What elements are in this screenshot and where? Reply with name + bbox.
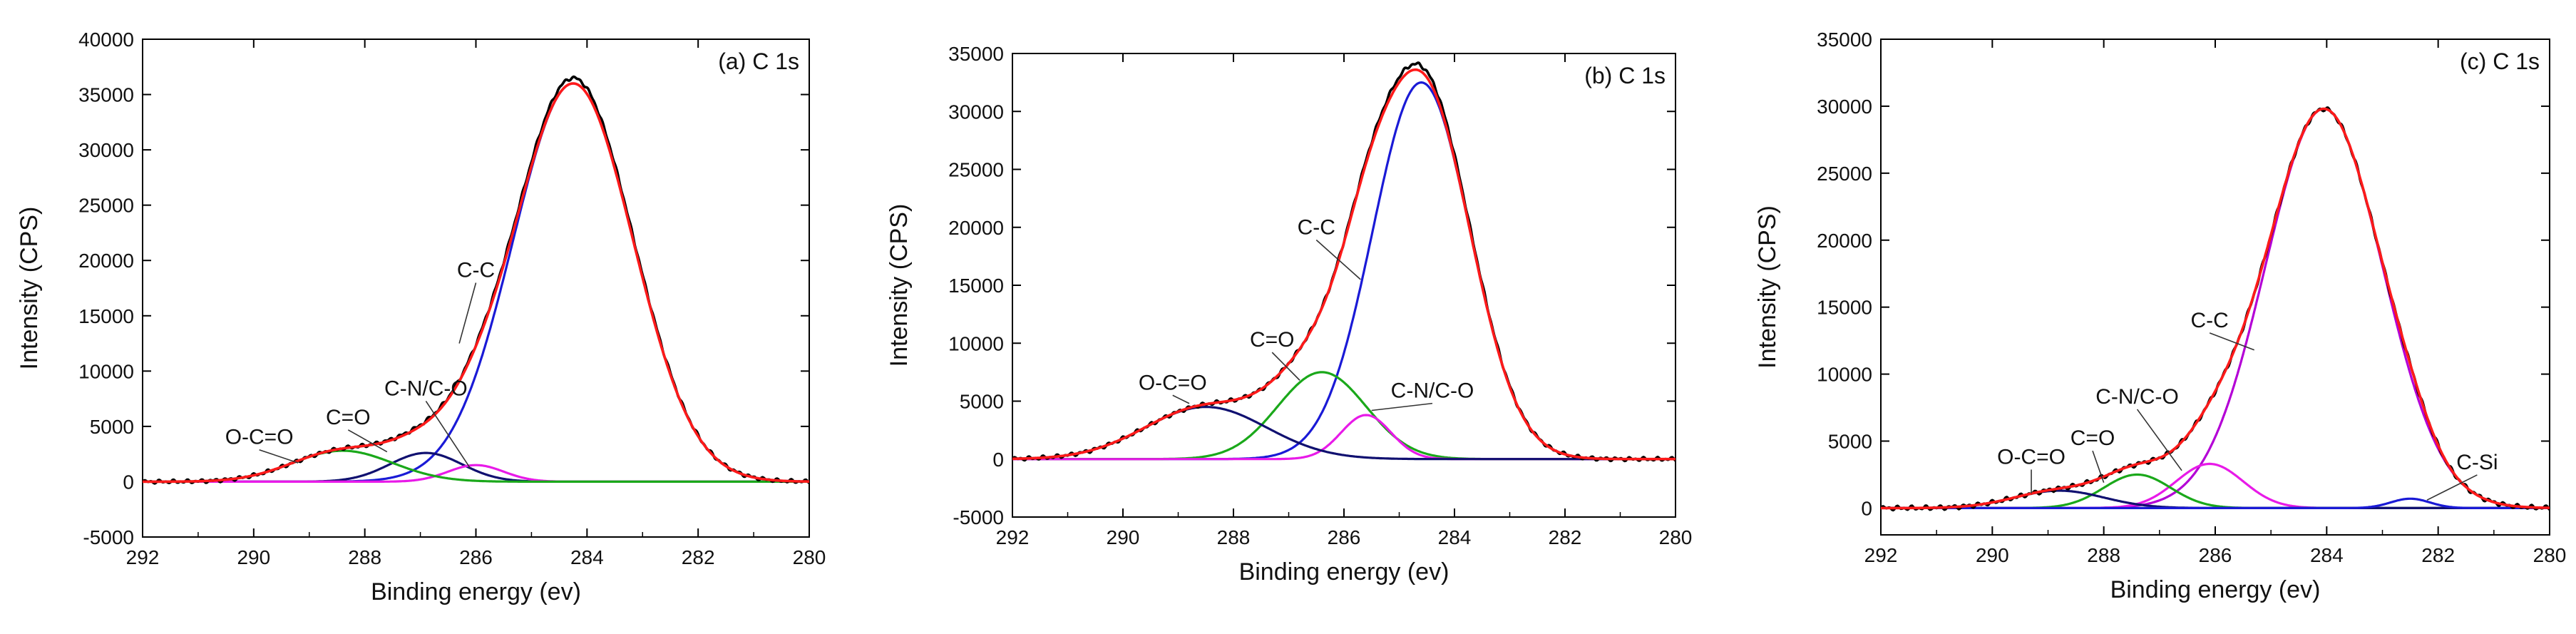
y-tick-label: 25000 [78, 195, 134, 217]
annotation-leader [2092, 450, 2105, 484]
chart-panel-2: 292 290 288 286 284 282 280 0 5000 10000 15000 2000… [1754, 29, 2566, 603]
peak-label: C=O [326, 406, 371, 429]
y-axis-title: Intensity (CPS) [886, 204, 913, 367]
peak-label: C-C [457, 258, 495, 282]
x-tick-label: 292 [126, 546, 160, 568]
peak-label: O-C=O [1139, 371, 1207, 394]
y-tick-label: 30000 [948, 101, 1004, 123]
y-tick-label: 0 [123, 471, 134, 493]
curves-group [1012, 61, 1676, 463]
x-axis-title: Binding energy (ev) [2110, 576, 2321, 603]
x-tick-label: 288 [2087, 544, 2120, 566]
y-tick-label: -5000 [83, 526, 134, 548]
x-tick-label: 284 [2310, 544, 2344, 566]
y-tick-label: 30000 [78, 139, 134, 161]
x-tick-label: 280 [1659, 526, 1693, 548]
x-tick-label: 290 [1107, 526, 1140, 548]
annotation-leader [2209, 332, 2255, 351]
peak-label: C-N/C-O [384, 377, 468, 400]
chart-panel-0: 292 290 288 286 284 282 280 -5000 0 5000 10000 1500… [16, 29, 826, 605]
y-axis-title: Intensity (CPS) [1754, 205, 1781, 369]
x-tick-label: 292 [996, 526, 1030, 548]
y-tick-label: 0 [1861, 497, 1872, 519]
x-tick-label: 288 [348, 546, 381, 568]
x-tick-label: 280 [2533, 544, 2567, 566]
x-tick-label: 284 [1438, 526, 1472, 548]
y-tick-label: 0 [992, 449, 1004, 471]
x-tick-label: 284 [570, 546, 604, 568]
annotation-leader [1315, 239, 1361, 280]
annotation-leader [347, 429, 388, 453]
peak-label: C-C [2191, 309, 2229, 332]
series-line-envelope-fit [143, 82, 809, 484]
y-tick-label: 25000 [948, 159, 1004, 181]
y-tick-label: 10000 [78, 360, 134, 382]
x-tick-label: 286 [459, 546, 493, 568]
peak-label: C-N/C-O [2095, 385, 2179, 409]
peak-label: C-N/C-O [1391, 379, 1474, 403]
x-tick-label: 282 [2421, 544, 2455, 566]
x-tick-label: 290 [1976, 544, 2009, 566]
x-tick-label: 282 [682, 546, 715, 568]
y-tick-label: 20000 [78, 250, 134, 272]
chart-panel-1: 292 290 288 286 284 282 280 -5000 0 5000 10000 1500… [886, 43, 1692, 586]
peak-label: O-C=O [225, 426, 294, 449]
curves-group [1881, 106, 2550, 512]
y-tick-label: 5000 [960, 391, 1004, 413]
annotation-leader [425, 401, 471, 469]
x-tick-label: 288 [1217, 526, 1251, 548]
x-tick-label: 290 [237, 546, 270, 568]
series-line-envelope-fit [1012, 68, 1676, 461]
y-axis-title: Intensity (CPS) [16, 207, 43, 370]
panel-title: (a) C 1s [718, 48, 799, 74]
x-axis-title: Binding energy (ev) [1239, 558, 1449, 586]
annotation-leader [1172, 394, 1190, 404]
panel-title: (b) C 1s [1584, 63, 1666, 88]
y-tick-label: 25000 [1817, 163, 1872, 185]
y-tick-label: 5000 [90, 416, 134, 438]
x-tick-label: 286 [1328, 526, 1361, 548]
annotation-leader [259, 449, 299, 464]
annotation-leader [1371, 402, 1433, 411]
series-line-envelope-fit [1881, 107, 2550, 510]
y-tick-label: 35000 [78, 84, 134, 106]
y-tick-label: 5000 [1828, 431, 1872, 453]
y-tick-label: 20000 [948, 217, 1004, 239]
annotation-leader [1271, 352, 1300, 381]
y-tick-label: 15000 [78, 305, 134, 327]
x-tick-label: 292 [1864, 544, 1898, 566]
y-tick-label: -5000 [953, 506, 1004, 528]
panel-title: (c) C 1s [2460, 48, 2540, 74]
y-tick-label: 10000 [948, 332, 1004, 354]
peak-label: O-C=O [1997, 445, 2066, 469]
annotation-leader [458, 282, 477, 344]
x-tick-label: 282 [1549, 526, 1582, 548]
series-line-c-si [1881, 497, 2550, 510]
peak-label: C=O [2070, 426, 2115, 450]
x-tick-label: 280 [793, 546, 826, 568]
peak-label: C-C [1298, 216, 1335, 240]
y-tick-label: 40000 [78, 29, 134, 51]
curves-group [143, 75, 809, 485]
x-axis-title: Binding energy (ev) [371, 578, 581, 605]
annotation-leader [2426, 474, 2478, 501]
y-tick-label: 15000 [948, 275, 1004, 297]
y-tick-label: 35000 [948, 43, 1004, 65]
y-tick-label: 20000 [1817, 230, 1872, 252]
peak-label: C-Si [2456, 451, 2498, 474]
peak-label: C=O [1250, 328, 1295, 352]
y-tick-label: 15000 [1817, 297, 1872, 319]
x-tick-label: 286 [2199, 544, 2232, 566]
y-tick-label: 10000 [1817, 364, 1872, 386]
y-tick-label: 30000 [1817, 96, 1872, 118]
y-tick-label: 35000 [1817, 29, 1872, 51]
annotation-leader [2136, 409, 2182, 471]
